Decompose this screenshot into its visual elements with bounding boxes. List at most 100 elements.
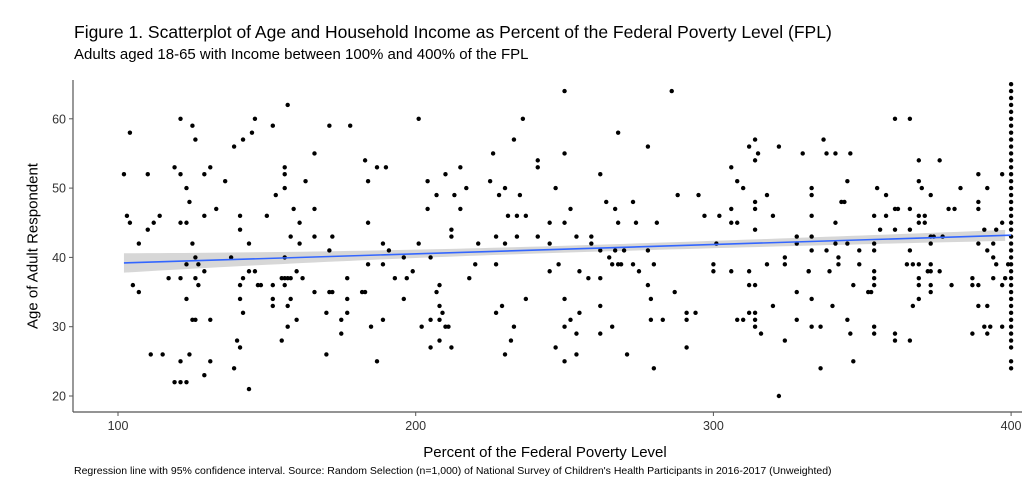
data-point <box>809 234 814 239</box>
data-point <box>982 227 987 232</box>
data-point <box>282 172 287 177</box>
data-point <box>871 275 877 281</box>
data-point <box>574 331 579 336</box>
regression-line <box>123 234 1012 264</box>
data-point <box>416 116 421 122</box>
data-point <box>892 338 898 343</box>
data-point <box>270 303 276 309</box>
data-point <box>234 338 240 343</box>
chart-subtitle: Adults aged 18-65 with Income between 10… <box>74 46 529 63</box>
data-point <box>187 199 192 205</box>
data-point <box>684 317 689 322</box>
data-point <box>535 234 540 239</box>
data-point <box>735 178 740 184</box>
data-point <box>621 248 627 253</box>
data-point <box>499 303 505 309</box>
data-point <box>824 151 829 156</box>
data-point <box>145 227 150 232</box>
data-point <box>556 262 561 267</box>
data-point <box>976 241 981 246</box>
data-point <box>237 296 243 302</box>
data-point <box>246 269 252 274</box>
data-point <box>1008 123 1014 128</box>
data-point <box>1008 95 1014 101</box>
data-point <box>645 248 651 253</box>
data-point <box>782 338 788 343</box>
data-point <box>764 262 770 267</box>
data-point <box>1008 324 1014 329</box>
data-point <box>809 185 814 191</box>
data-point <box>187 352 192 357</box>
data-point <box>473 262 478 267</box>
data-point <box>851 359 856 364</box>
x-tick-label: 300 <box>703 419 724 433</box>
data-point <box>660 317 665 322</box>
data-point <box>1008 213 1014 219</box>
data-point <box>178 172 183 177</box>
data-point <box>1008 338 1014 343</box>
data-point <box>729 220 734 225</box>
data-point <box>252 269 258 274</box>
data-point <box>511 137 517 142</box>
data-point <box>294 269 299 274</box>
data-point <box>324 352 329 357</box>
data-point <box>830 303 835 309</box>
data-point <box>752 206 758 212</box>
data-point <box>282 282 287 288</box>
data-point <box>999 220 1005 225</box>
data-point <box>383 165 389 170</box>
data-point <box>871 248 877 253</box>
data-point <box>270 296 276 302</box>
data-point <box>502 185 508 191</box>
data-point <box>502 241 508 246</box>
data-point <box>231 366 237 371</box>
y-tick-label: 30 <box>52 320 66 334</box>
data-point <box>907 248 913 253</box>
data-point <box>636 269 642 274</box>
data-point <box>1008 282 1014 288</box>
data-point <box>294 317 299 322</box>
data-point <box>553 345 558 350</box>
data-point <box>809 248 814 253</box>
data-point <box>392 275 398 281</box>
data-point <box>651 366 657 371</box>
data-point <box>892 227 898 232</box>
y-tick-label: 50 <box>52 182 66 196</box>
data-point <box>976 199 981 205</box>
data-point <box>645 144 651 149</box>
y-tick-label: 60 <box>52 112 66 126</box>
data-point <box>937 269 942 274</box>
data-point <box>604 199 609 205</box>
data-point <box>249 130 255 135</box>
data-point <box>970 331 975 336</box>
data-point <box>976 303 981 309</box>
data-point <box>160 352 165 357</box>
data-point <box>380 317 386 322</box>
data-point <box>994 227 999 232</box>
data-point <box>1008 220 1014 225</box>
data-point <box>776 144 782 149</box>
data-point <box>845 178 850 184</box>
data-point <box>231 144 237 149</box>
data-point <box>419 324 424 329</box>
data-point <box>562 296 567 302</box>
data-point <box>916 178 922 184</box>
data-point <box>577 269 582 274</box>
data-point <box>487 178 493 184</box>
data-point <box>833 151 838 156</box>
data-point <box>368 324 374 329</box>
data-point <box>615 130 621 135</box>
data-point <box>999 172 1005 177</box>
data-point <box>365 178 371 184</box>
data-point <box>303 178 308 184</box>
data-point <box>237 345 243 350</box>
data-point <box>1008 317 1014 322</box>
data-point <box>449 234 454 239</box>
data-point <box>970 282 975 288</box>
data-point <box>589 241 594 246</box>
data-point <box>178 275 183 281</box>
data-point <box>991 241 996 246</box>
data-point <box>172 165 177 170</box>
data-point <box>976 206 981 212</box>
